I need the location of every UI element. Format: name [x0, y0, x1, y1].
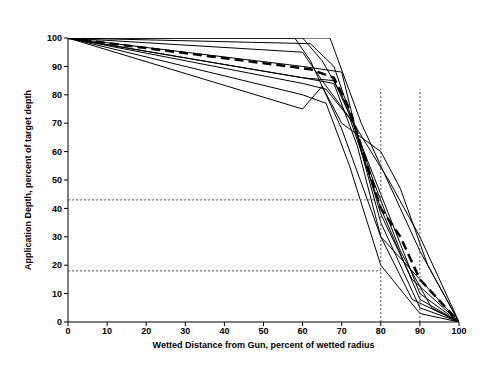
- svg-text:90: 90: [52, 62, 62, 72]
- svg-text:60: 60: [52, 147, 62, 157]
- svg-text:80: 80: [52, 90, 62, 100]
- svg-text:0: 0: [65, 326, 70, 336]
- svg-text:Wetted Distance from Gun, perc: Wetted Distance from Gun, percent of wet…: [153, 340, 375, 350]
- svg-text:100: 100: [451, 326, 466, 336]
- svg-text:30: 30: [180, 326, 190, 336]
- svg-text:100: 100: [47, 33, 62, 43]
- svg-text:70: 70: [337, 326, 347, 336]
- svg-text:Application Depth, percent of: Application Depth, percent of target dep…: [23, 90, 33, 270]
- svg-text:10: 10: [52, 289, 62, 299]
- svg-text:50: 50: [52, 175, 62, 185]
- svg-text:0: 0: [57, 317, 62, 327]
- svg-text:60: 60: [298, 326, 308, 336]
- svg-text:10: 10: [102, 326, 112, 336]
- svg-text:80: 80: [376, 326, 386, 336]
- svg-text:90: 90: [415, 326, 425, 336]
- svg-text:20: 20: [141, 326, 151, 336]
- svg-text:50: 50: [258, 326, 268, 336]
- svg-text:30: 30: [52, 232, 62, 242]
- svg-text:40: 40: [52, 204, 62, 214]
- svg-text:40: 40: [219, 326, 229, 336]
- svg-text:20: 20: [52, 260, 62, 270]
- svg-text:70: 70: [52, 118, 62, 128]
